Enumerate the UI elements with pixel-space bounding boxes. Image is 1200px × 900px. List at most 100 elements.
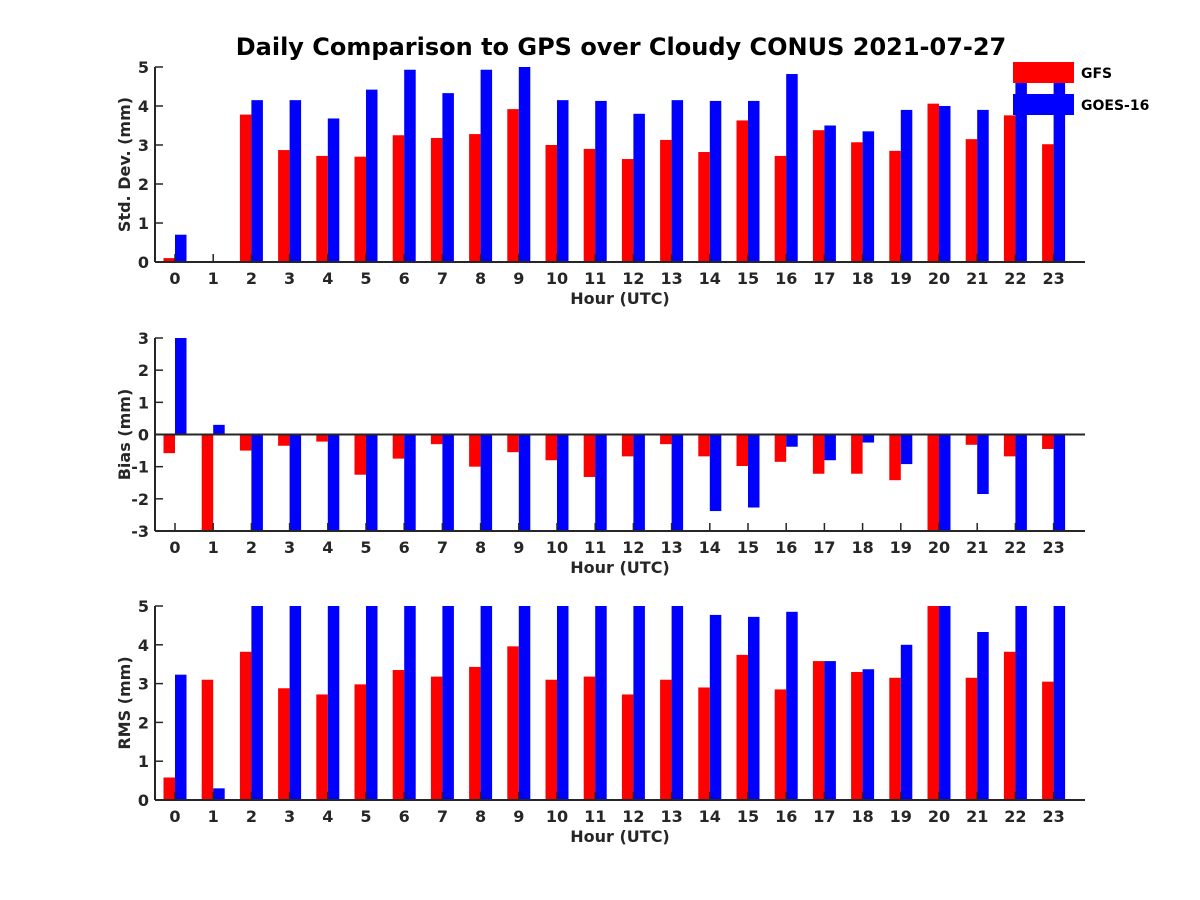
bar-gfs-23: [1042, 144, 1054, 262]
y-tick-label: 1: [138, 393, 149, 412]
bar-gfs-6: [392, 434, 405, 459]
bar-gfs-7: [430, 434, 443, 445]
bar-goes-16-2: [251, 606, 263, 800]
bar-goes-16-11: [595, 100, 607, 263]
x-tick-label: 4: [322, 538, 333, 557]
bar-goes-16-9: [518, 606, 531, 800]
x-tick-label: 3: [284, 538, 295, 557]
bar-gfs-22: [1003, 651, 1016, 800]
x-tick-label: 15: [737, 538, 759, 557]
bar-gfs-16: [774, 434, 787, 462]
bar-gfs-9: [507, 646, 519, 800]
bar-gfs-14: [698, 687, 710, 800]
bar-goes-16-3: [289, 100, 302, 263]
bar-gfs-10: [545, 434, 557, 461]
x-axis-label: Hour (UTC): [570, 289, 670, 308]
y-tick-label: 1: [138, 752, 149, 771]
x-axis-label: Hour (UTC): [570, 827, 670, 846]
bar-gfs-11: [583, 434, 596, 477]
bar-goes-16-0: [175, 674, 187, 800]
bar-goes-16-8: [480, 606, 493, 800]
bar-goes-16-2: [251, 434, 263, 531]
bar-gfs-19: [889, 150, 901, 262]
x-tick-label: 7: [437, 538, 448, 557]
bar-gfs-4: [316, 434, 328, 442]
bar-gfs-12: [621, 694, 634, 800]
x-tick-label: 12: [622, 807, 644, 826]
bar-goes-16-15: [748, 434, 760, 508]
bar-gfs-3: [278, 434, 290, 446]
bar-gfs-8: [469, 434, 481, 467]
y-tick-label: -2: [131, 490, 149, 509]
x-tick-label: 15: [737, 269, 759, 288]
x-tick-label: 18: [851, 269, 873, 288]
x-tick-label: 17: [813, 807, 835, 826]
x-tick-label: 22: [1004, 269, 1026, 288]
bar-gfs-16: [774, 155, 787, 262]
bar-goes-16-21: [977, 434, 989, 495]
bar-gfs-23: [1042, 434, 1054, 449]
x-tick-label: 5: [360, 269, 371, 288]
bar-gfs-11: [583, 148, 596, 262]
bar-goes-16-5: [366, 434, 378, 531]
bar-goes-16-20: [939, 434, 951, 531]
bar-gfs-21: [965, 434, 978, 445]
y-tick-label: 0: [138, 791, 149, 810]
bar-gfs-23: [1042, 681, 1054, 800]
bar-gfs-4: [316, 694, 328, 800]
bar-goes-16-22: [1015, 606, 1027, 800]
x-tick-label: 8: [475, 269, 486, 288]
bar-goes-16-20: [939, 106, 951, 262]
bar-gfs-3: [278, 150, 290, 262]
x-tick-label: 14: [699, 269, 721, 288]
x-tick-label: 1: [208, 538, 219, 557]
x-tick-label: 22: [1004, 538, 1026, 557]
x-tick-label: 17: [813, 538, 835, 557]
x-tick-label: 14: [699, 538, 721, 557]
legend-label-gfs: GFS: [1081, 66, 1112, 82]
bar-gfs-21: [965, 677, 978, 800]
bar-gfs-17: [812, 661, 825, 800]
y-tick-label: -1: [131, 458, 149, 477]
x-tick-label: 23: [1042, 269, 1064, 288]
bar-gfs-9: [507, 434, 519, 453]
x-tick-label: 10: [546, 807, 568, 826]
bar-goes-16-17: [824, 125, 836, 262]
x-tick-label: 13: [660, 807, 682, 826]
bar-goes-16-3: [289, 434, 302, 531]
y-tick-label: 4: [138, 97, 149, 116]
bar-gfs-9: [507, 109, 519, 263]
bar-goes-16-6: [404, 69, 416, 262]
bar-goes-16-13: [671, 606, 684, 800]
bar-gfs-15: [736, 654, 748, 800]
x-tick-label: 19: [890, 807, 912, 826]
bar-goes-16-7: [442, 606, 454, 800]
x-tick-label: 13: [660, 269, 682, 288]
x-tick-label: 4: [322, 807, 333, 826]
bar-goes-16-9: [518, 434, 531, 531]
bar-gfs-11: [583, 676, 596, 800]
x-tick-label: 5: [360, 807, 371, 826]
bar-gfs-1: [201, 679, 214, 800]
x-tick-label: 16: [775, 269, 797, 288]
x-tick-label: 11: [584, 807, 606, 826]
x-tick-label: 22: [1004, 807, 1026, 826]
legend-swatch-gfs: [1013, 62, 1074, 83]
x-tick-label: 23: [1042, 538, 1064, 557]
x-tick-label: 8: [475, 538, 486, 557]
bar-goes-16-3: [289, 606, 302, 800]
bar-goes-16-2: [251, 100, 263, 263]
bar-goes-16-14: [709, 100, 722, 263]
x-tick-label: 18: [851, 538, 873, 557]
y-tick-label: 3: [138, 136, 149, 155]
x-tick-label: 3: [284, 269, 295, 288]
bar-goes-16-23: [1053, 69, 1066, 262]
bar-gfs-5: [354, 684, 366, 800]
legend-label-goes-16: GOES-16: [1081, 98, 1149, 114]
bar-goes-16-19: [900, 434, 913, 465]
x-tick-label: 12: [622, 538, 644, 557]
bar-gfs-5: [354, 156, 366, 262]
bar-goes-16-23: [1053, 606, 1066, 800]
bar-goes-16-22: [1015, 67, 1027, 262]
